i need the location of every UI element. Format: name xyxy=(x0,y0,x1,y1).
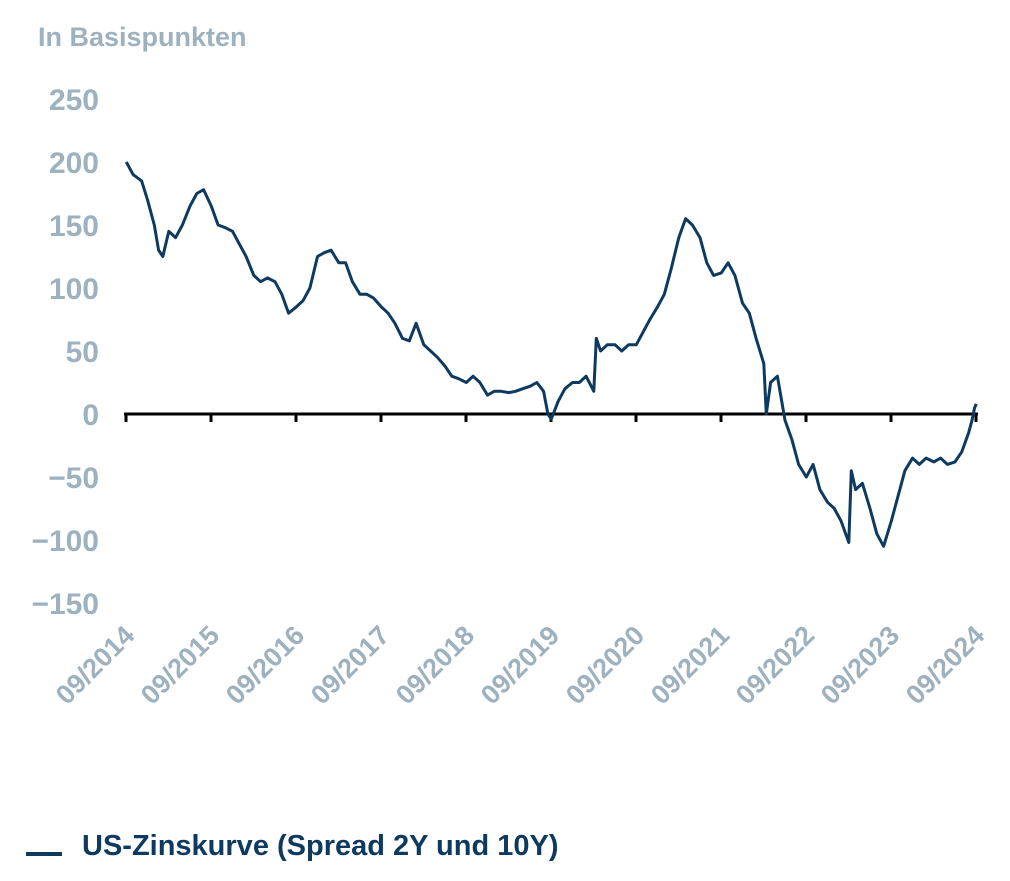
legend: US-Zinskurve (Spread 2Y und 10Y) xyxy=(26,826,559,866)
x-tick-label: 09/2014 xyxy=(50,620,140,710)
series-group xyxy=(124,161,978,548)
x-tick-label: 09/2017 xyxy=(305,620,395,710)
x-tick-label: 09/2023 xyxy=(815,620,905,710)
series-line xyxy=(124,161,978,548)
x-tick-label: 09/2024 xyxy=(900,620,990,710)
y-tick-label: 150 xyxy=(49,210,99,243)
x-tick-label: 09/2021 xyxy=(645,620,735,710)
y-tick-label: 100 xyxy=(49,273,99,306)
x-tick-label: 09/2022 xyxy=(730,620,820,710)
y-tick-label: 0 xyxy=(82,399,99,432)
x-tick-label: 09/2018 xyxy=(390,620,480,710)
x-tick-label: 09/2019 xyxy=(475,620,565,710)
legend-swatch xyxy=(26,852,62,856)
y-tick-label: 200 xyxy=(49,147,99,180)
x-tick-labels: 09/201409/201509/201609/201709/201809/20… xyxy=(50,620,990,710)
x-tick-label: 09/2020 xyxy=(560,620,650,710)
y-tick-label: −150 xyxy=(31,588,99,621)
x-tick-label: 09/2016 xyxy=(220,620,310,710)
y-tick-label: 50 xyxy=(66,336,99,369)
y-tick-label: −100 xyxy=(31,525,99,558)
y-tick-label: −50 xyxy=(48,462,99,495)
y-tick-labels: 250 200 150 100 50 0 −50 −100 −150 xyxy=(31,84,99,621)
x-tick-label: 09/2015 xyxy=(135,620,225,710)
y-tick-label: 250 xyxy=(49,84,99,117)
legend-label: US-Zinskurve (Spread 2Y und 10Y) xyxy=(82,829,559,862)
y-axis-unit-label: In Basispunkten xyxy=(38,22,247,52)
